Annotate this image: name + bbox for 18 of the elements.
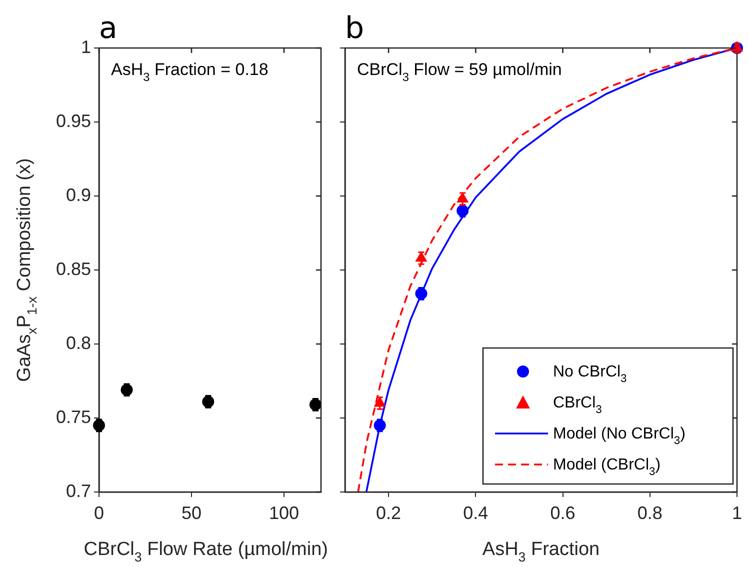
y-tick-label: 1 (80, 36, 91, 57)
y-axis-title: GaAsxP1-x Composition (x) (14, 158, 40, 382)
x-tick-label: 0.6 (550, 502, 576, 523)
y-tick-label: 0.85 (56, 258, 91, 279)
x-tick-label: 0.2 (376, 502, 402, 523)
x-tick-label: 0 (94, 502, 104, 523)
y-tick-label: 0.8 (66, 332, 91, 353)
y-tick-label: 0.95 (56, 110, 91, 131)
chart-title: b (345, 11, 364, 46)
x-tick-label: 0.8 (637, 502, 662, 523)
x-tick-label: 1 (732, 502, 742, 523)
x-tick-label: 100 (268, 502, 300, 523)
y-tick-label: 0.7 (66, 480, 91, 501)
x-tick-label: 0.4 (463, 502, 488, 523)
chart-title: a (99, 11, 118, 46)
x-tick-label: 50 (181, 502, 202, 523)
y-tick-label: 0.9 (66, 184, 91, 205)
y-tick-label: 0.75 (56, 406, 91, 427)
